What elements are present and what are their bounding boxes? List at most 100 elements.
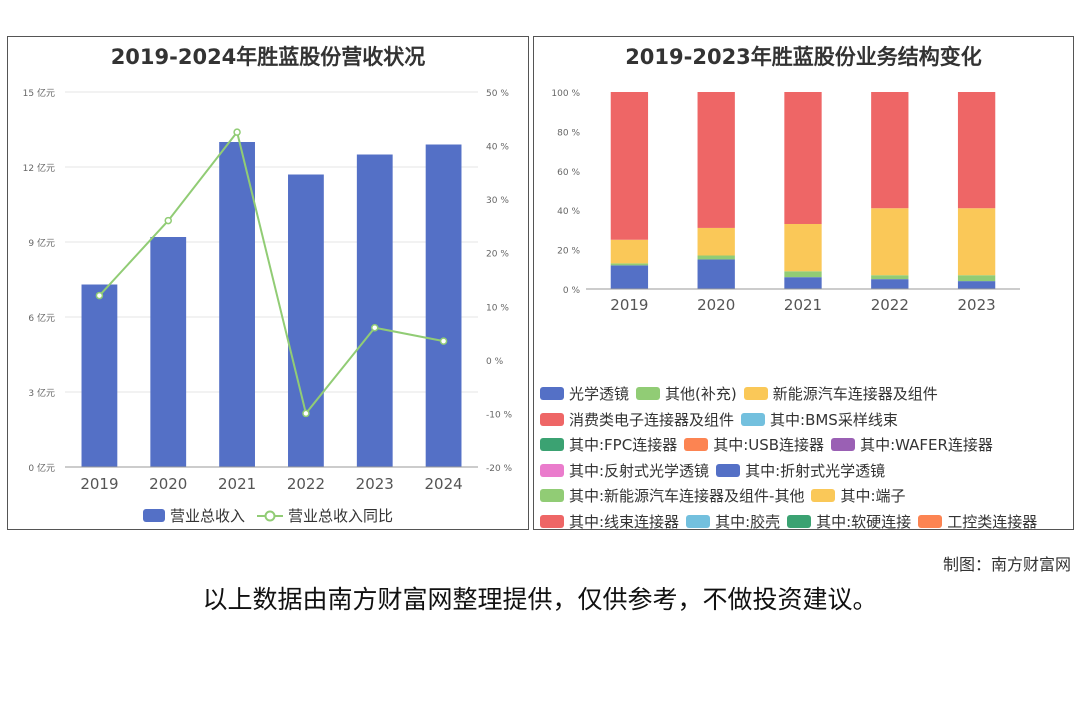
stacked-bar-segment [697,92,735,228]
legend-item[interactable]: 其中:软硬连接 [787,511,911,529]
legend-label: 消费类电子连接器及组件 [569,410,735,429]
revenue-bar [288,174,324,467]
yoy-point [371,323,379,332]
x-tick-label: 2020 [697,296,735,314]
legend-swatch [540,412,564,426]
legend-swatch [636,387,661,401]
x-tick-label: 2021 [218,475,256,493]
y-left-tick-label: 9 亿元 [28,237,55,249]
x-tick-label: 2020 [149,475,187,493]
legend-swatch [686,514,711,528]
legend-item[interactable]: 其中:线束连接器 [540,511,679,529]
legend-swatch [787,514,812,528]
y-left-tick-label: 12 亿元 [23,162,55,174]
x-tick-label: 2019 [610,296,648,314]
revenue-chart-panel: 2019-2024年胜蓝股份营收状况 0 亿元 3 亿元 6 亿元 9 亿元 12 亿元… [7,36,529,530]
legend-item-yoy[interactable]: 营业总收入同比 [257,505,393,526]
legend-item[interactable]: 其中:USB连接器 [684,434,824,455]
stacked-bar-segment [697,255,735,260]
y-left-tick-label: 6 亿元 [28,312,55,324]
legend-item[interactable]: 其中:新能源汽车连接器及组件-其他 [540,485,804,506]
legend-swatch-revenue [142,509,165,522]
y-right-tick-label: 50 % [486,89,509,99]
y-left-tick-label: 15 亿元 [23,87,55,99]
x-tick-label: 2023 [356,475,394,493]
legend-swatch [811,489,836,503]
legend-swatch [684,438,709,452]
legend-swatch [831,438,856,452]
stacked-bar-segment [784,223,822,272]
legend-row: 其中:新能源汽车连接器及组件-其他 其中:端子 [540,483,1072,509]
legend-item[interactable]: 光学透镜 [540,383,629,404]
legend-item[interactable]: 其中:胶壳 [686,511,780,529]
legend-swatch [918,514,943,528]
y-right-tick-label: 10 % [486,303,509,313]
legend-label: 其中:反射式光学透镜 [569,461,710,480]
stacked-bar-segment [610,239,649,264]
yoy-point [439,337,448,345]
y-right-tick-label: 40 % [486,143,509,153]
legend-item[interactable]: 其他(补充) [636,383,737,404]
y-tick-label: 100 % [551,89,580,99]
y-tick-label: 80 % [557,128,580,138]
legend-item[interactable]: 其中:FPC连接器 [540,434,677,455]
legend-row: 光学透镜 其他(补充) 新能源汽车连接器及组件 [540,381,1072,407]
legend-label-revenue: 营业总收入 [169,507,245,525]
legend-item[interactable]: 消费类电子连接器及组件 [540,409,734,430]
legend-label: 光学透镜 [569,385,630,404]
y-tick-label: 40 % [557,207,580,217]
y-left-tick-label: 3 亿元 [28,387,55,399]
legend-item-revenue[interactable]: 营业总收入 [142,505,245,526]
legend-swatch [741,412,766,426]
stacked-bar-segment [610,265,649,289]
revenue-bar [150,237,187,467]
x-tick-label: 2021 [784,296,822,314]
yoy-point [95,291,104,300]
stacked-bar-segment [871,208,909,276]
revenue-bar [356,154,393,467]
stacked-bar-segment [871,92,909,209]
legend-item[interactable]: 其中:WAFER连接器 [831,434,993,455]
legend-item[interactable]: 新能源汽车连接器及组件 [743,383,938,404]
legend-item[interactable]: 工控类连接器 [918,511,1037,529]
stacked-bar-segment [610,92,649,240]
stacked-bar-segment [697,227,735,256]
stacked-bar-segment [697,259,735,289]
legend-item[interactable]: 其中:反射式光学透镜 [540,460,709,481]
stacked-bar-segment [957,92,996,209]
structure-chart-legend: 光学透镜 其他(补充) 新能源汽车连接器及组件 消费类电子连接器及组件 其中:BMS采样… [540,381,1072,529]
legend-swatch [540,438,564,452]
stacked-bar-segment [871,279,909,289]
yoy-point [302,409,310,418]
legend-row: 消费类电子连接器及组件 其中:BMS采样线束 [540,407,1072,433]
legend-label: 其他(补充) [665,385,737,404]
legend-label: 其中:端子 [840,487,906,506]
legend-label: 其中:USB连接器 [713,436,825,455]
x-tick-label: 2022 [871,296,909,314]
y-right-tick-label: -20 % [486,464,513,474]
legend-line-yoy-icon [257,510,283,521]
legend-swatch [540,489,564,503]
yoy-point [233,128,241,136]
legend-row: 其中:线束连接器 其中:胶壳 其中:软硬连接 工控类连接器 [540,509,1072,529]
stacked-bar-segment [957,208,996,276]
x-tick-label: 2019 [80,475,118,493]
business-structure-panel: 2019-2023年胜蓝股份业务结构变化 0 % 20 % 40 % 60 % 80 %… [533,36,1074,530]
legend-swatch [716,463,741,477]
x-tick-label: 2023 [958,296,996,314]
revenue-chart: 0 亿元 3 亿元 6 亿元 9 亿元 12 亿元 15 亿元 -20 % -10 % 0 % 1… [23,87,513,493]
legend-label: 其中:BMS采样线束 [770,410,898,429]
structure-chart-title: 2019-2023年胜蓝股份业务结构变化 [625,45,982,69]
legend-label: 其中:FPC连接器 [569,436,678,455]
disclaimer-text: 以上数据由南方财富网整理提供，仅供参考，不做投资建议。 [202,585,878,614]
legend-label-yoy: 营业总收入同比 [288,507,394,525]
stacked-bar-segment [871,275,909,280]
stacked-bar-segment [784,277,822,289]
y-left-tick-label: 0 亿元 [28,462,55,474]
legend-item[interactable]: 其中:BMS采样线束 [741,409,898,430]
legend-item[interactable]: 其中:折射式光学透镜 [716,460,885,481]
stacked-bar-segment [784,92,822,224]
legend-label: 其中:折射式光学透镜 [745,461,886,480]
yoy-point [164,216,172,225]
legend-item[interactable]: 其中:端子 [811,485,906,506]
